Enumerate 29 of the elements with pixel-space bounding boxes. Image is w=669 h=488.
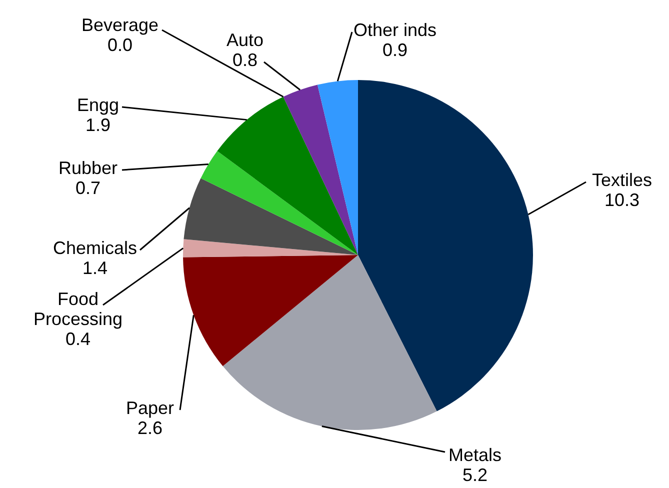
category-label: Beverage [81, 15, 159, 35]
data-label: 1.4 [82, 258, 108, 278]
data-label: 0.8 [232, 50, 258, 70]
pie-slice [283, 84, 358, 255]
data-label: 0.7 [75, 178, 101, 198]
pie-slice [183, 239, 358, 258]
slice-label: Rubber [58, 158, 118, 178]
slice-label: Food Processing [33, 289, 123, 329]
data-label: 5.2 [462, 465, 488, 485]
slice-label: Paper [126, 398, 174, 418]
data-label: 10.3 [604, 190, 640, 210]
data-label: 1.9 [85, 115, 111, 135]
data-label: 2.6 [137, 418, 163, 438]
data-label: 0.9 [382, 40, 408, 60]
pie-slice [222, 255, 437, 430]
slice-label: Engg [76, 95, 120, 115]
pie-slice [217, 96, 358, 255]
pie-slice [358, 80, 533, 412]
pie-slice [317, 80, 358, 255]
slice-label: Auto [226, 30, 264, 50]
slice-label: Chemicals [52, 238, 138, 258]
data-label: 0.4 [65, 329, 91, 349]
text: 0.0 [107, 35, 133, 55]
pie-slice [200, 151, 358, 255]
slice-label: Textiles [592, 170, 652, 190]
slice-label: Other inds [353, 20, 437, 40]
slice-label: Metals [448, 445, 502, 465]
pie-slice [184, 178, 358, 255]
pie-slice [183, 255, 358, 366]
